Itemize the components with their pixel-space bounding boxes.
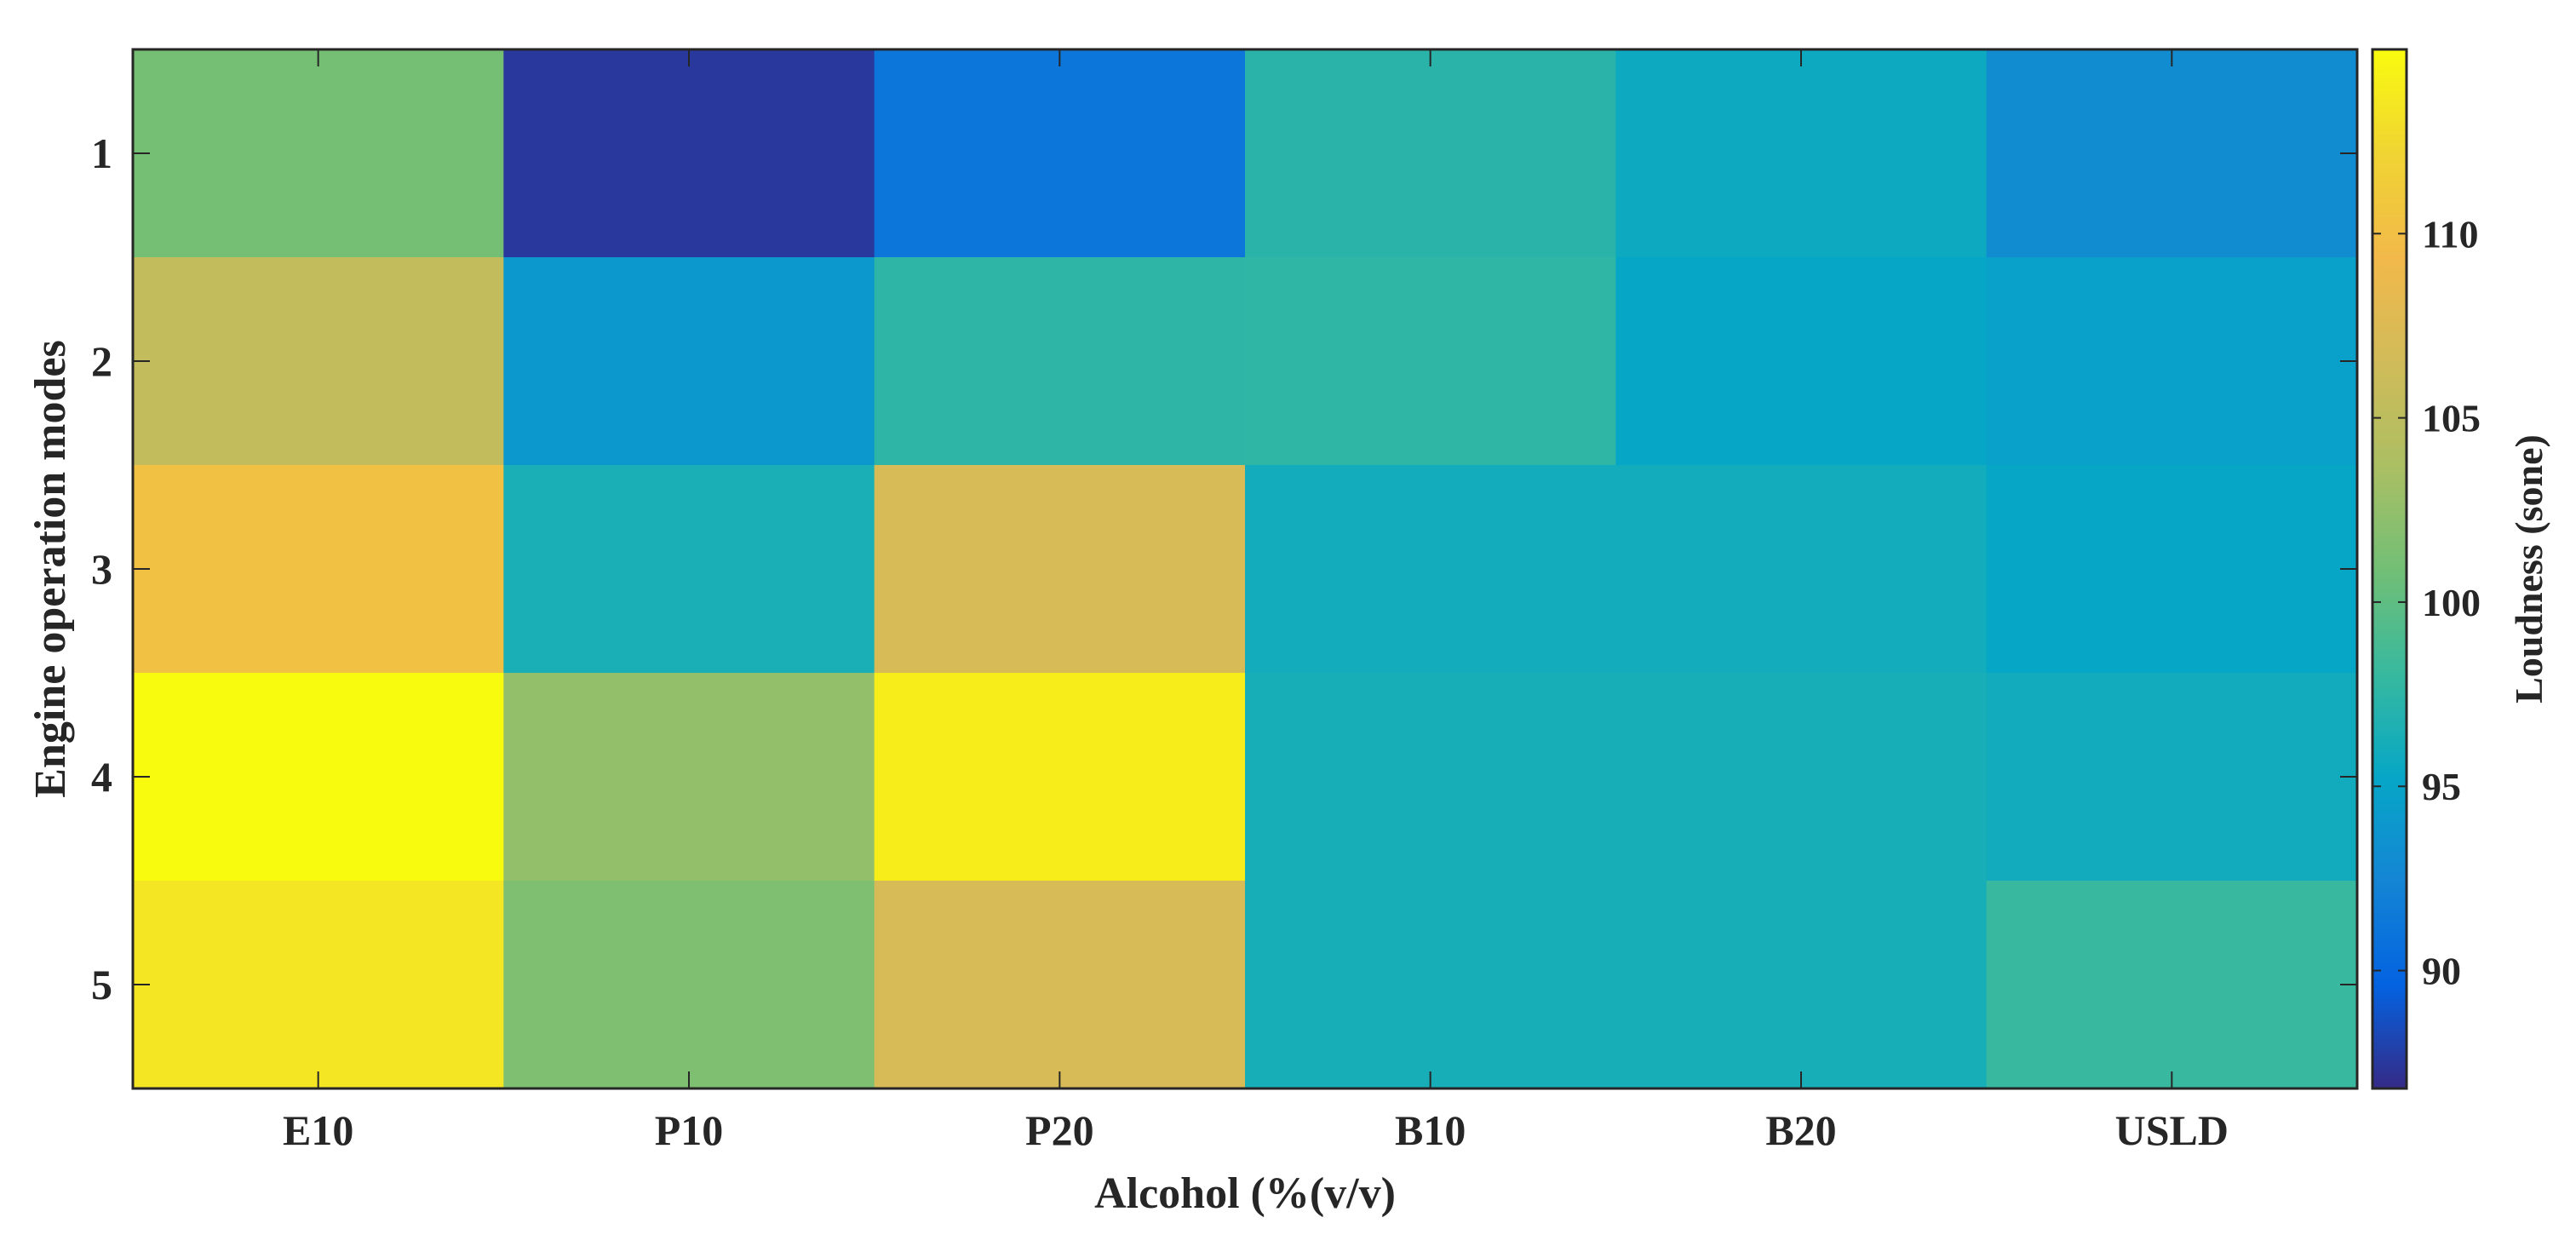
heatmap-cell-3-B20 bbox=[1615, 465, 1988, 674]
x-tick-label: B20 bbox=[1765, 1106, 1836, 1154]
heatmap-cell-1-B20 bbox=[1615, 49, 1988, 258]
colorbar-ticks: 90 95 100 105 110 bbox=[2372, 212, 2481, 993]
heatmap-cell-3-P20 bbox=[874, 465, 1246, 674]
heatmap-cell-3-P10 bbox=[503, 465, 875, 674]
heatmap-cell-5-USLD bbox=[1986, 881, 2358, 1089]
heatmap-cell-2-B20 bbox=[1615, 257, 1988, 466]
heatmap-cell-2-P20 bbox=[874, 257, 1246, 466]
y-tick-label: 1 bbox=[91, 129, 112, 177]
heatmap-cell-4-B20 bbox=[1615, 673, 1988, 882]
heatmap-cell-5-B10 bbox=[1245, 881, 1616, 1089]
heatmap-cell-3-USLD bbox=[1986, 465, 2358, 674]
heatmap-cell-1-B10 bbox=[1245, 49, 1616, 258]
heatmap-cell-3-E10 bbox=[133, 465, 504, 674]
colorbar-gradient bbox=[2371, 48, 2408, 1090]
colorbar-tick-label: 95 bbox=[2422, 765, 2461, 808]
y-axis-label: Engine operation modes bbox=[26, 340, 75, 797]
x-tick-labels: E10 P10 P20 B10 B20 USLD bbox=[283, 1106, 2229, 1154]
colorbar-tick-label: 110 bbox=[2422, 212, 2478, 256]
y-tick-label: 2 bbox=[91, 337, 112, 385]
x-tick-label: E10 bbox=[283, 1106, 353, 1154]
heatmap-cell-5-P10 bbox=[503, 881, 875, 1089]
y-tick-label: 4 bbox=[91, 753, 112, 801]
colorbar-label: Loudness (sone) bbox=[2507, 434, 2550, 704]
heatmap-cells bbox=[133, 49, 2358, 1089]
heatmap-cell-2-E10 bbox=[133, 257, 504, 466]
heatmap-cell-5-E10 bbox=[133, 881, 504, 1089]
heatmap-cell-4-USLD bbox=[1986, 673, 2358, 882]
heatmap-cell-2-USLD bbox=[1986, 257, 2358, 466]
heatmap-cell-4-P20 bbox=[874, 673, 1246, 882]
x-axis-label: Alcohol (%(v/v) bbox=[1094, 1169, 1396, 1218]
colorbar-tick-label: 105 bbox=[2422, 397, 2481, 440]
heatmap-cell-1-USLD bbox=[1986, 49, 2358, 258]
y-tick-label: 3 bbox=[91, 545, 112, 593]
heatmap-cell-2-P10 bbox=[503, 257, 875, 466]
x-tick-label: B10 bbox=[1395, 1106, 1466, 1154]
x-tick-label: P20 bbox=[1025, 1106, 1094, 1154]
heatmap-cell-5-B20 bbox=[1615, 881, 1988, 1089]
heatmap-cell-4-P10 bbox=[503, 673, 875, 882]
heatmap-cell-4-B10 bbox=[1245, 673, 1616, 882]
y-tick-label: 5 bbox=[91, 961, 112, 1008]
heatmap-cell-1-E10 bbox=[133, 49, 504, 258]
colorbar-tick-label: 100 bbox=[2422, 581, 2481, 624]
heatmap-cell-3-B10 bbox=[1245, 465, 1616, 674]
heatmap-cell-1-P20 bbox=[874, 49, 1246, 258]
y-tick-labels: 1 2 3 4 5 bbox=[91, 129, 112, 1008]
heatmap-cell-5-P20 bbox=[874, 881, 1246, 1089]
colorbar-tick-label: 90 bbox=[2422, 950, 2461, 993]
x-tick-label: P10 bbox=[655, 1106, 724, 1154]
colorbar: 90 95 100 105 110 Loudness (sone) bbox=[2371, 48, 2550, 1090]
heatmap-cell-1-P10 bbox=[503, 49, 875, 258]
x-tick-label: USLD bbox=[2115, 1106, 2229, 1154]
heatmap-cell-2-B10 bbox=[1245, 257, 1616, 466]
heatmap-cell-4-E10 bbox=[133, 673, 504, 882]
axis-ticks bbox=[133, 49, 2357, 1088]
